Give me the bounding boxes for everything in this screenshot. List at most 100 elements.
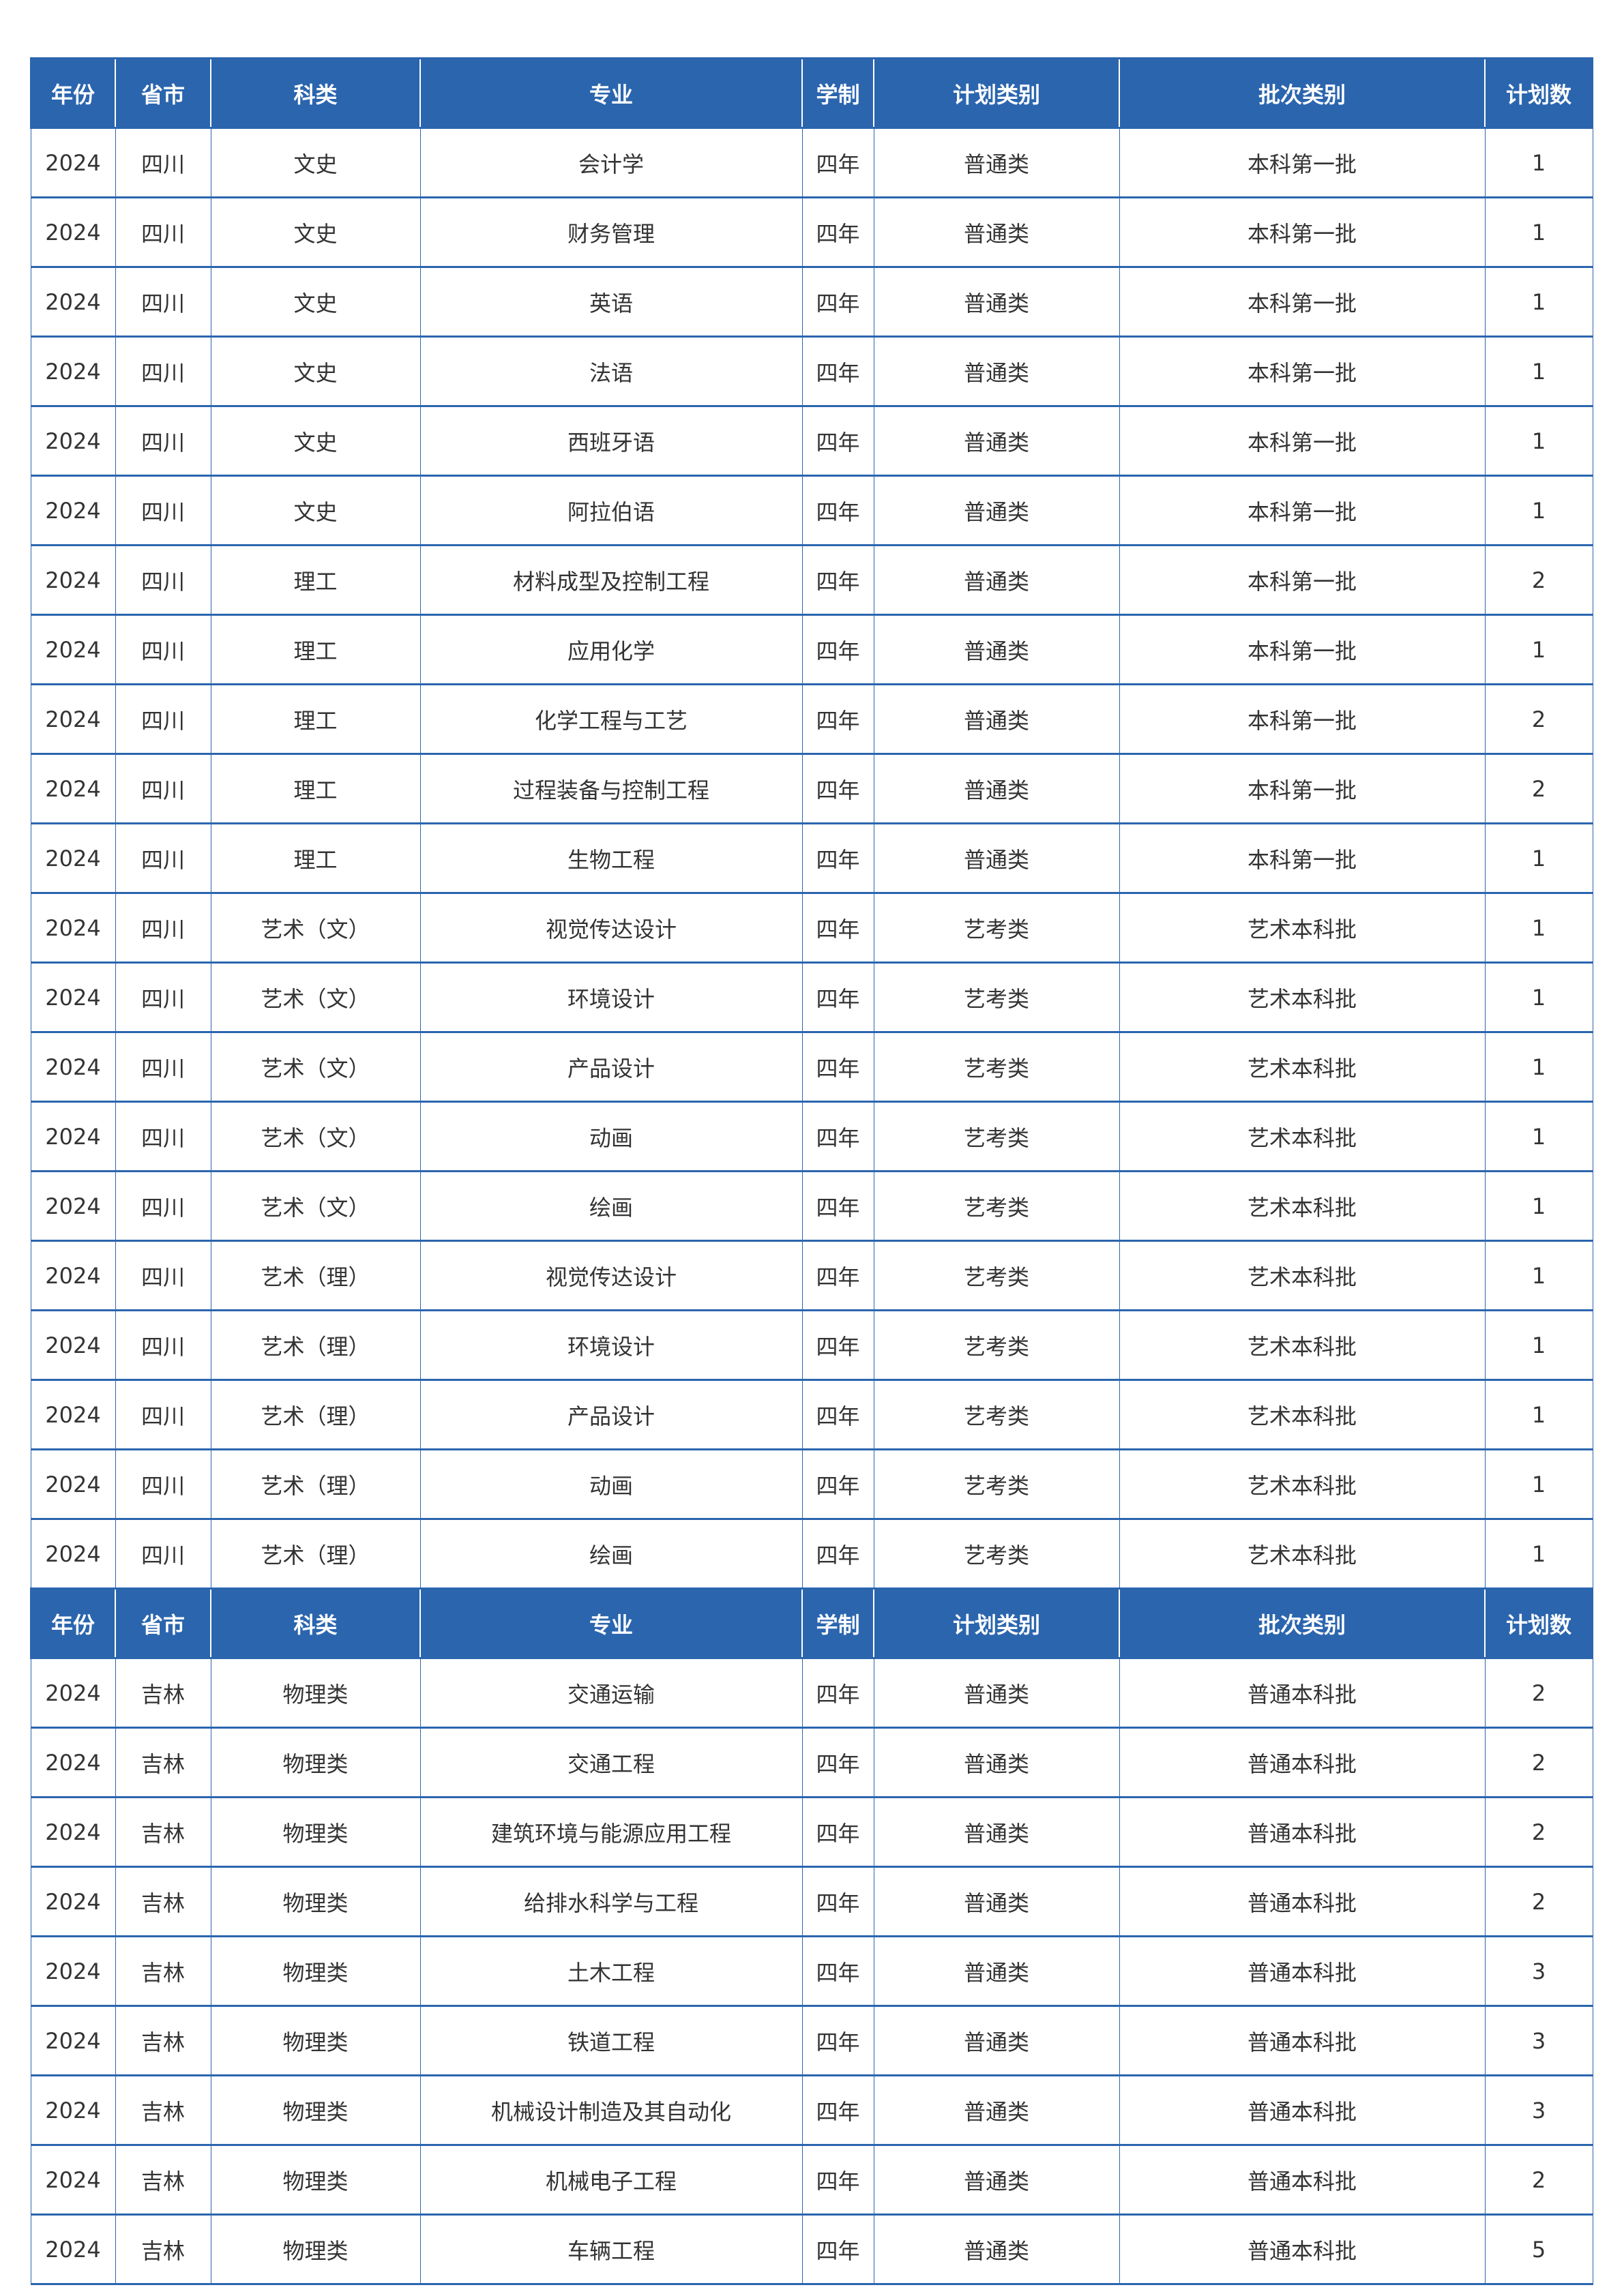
table-row: 2024 四川 文史 西班牙语 四年 普通类 本科第一批 1 [30,405,1593,477]
cell-province: 四川 [115,822,211,894]
cell-subject-category: 艺术（文） [210,1101,421,1172]
cell-year: 2024 [30,683,116,755]
cell-major: 应用化学 [419,614,803,685]
cell-plan-count: 2 [1484,753,1593,824]
cell-province: 吉林 [115,1935,211,2007]
cell-subject-category: 艺术（理） [210,1448,421,1520]
cell-plan-count: 3 [1484,2074,1593,2146]
table-row: 2024 四川 艺术（理） 动画 四年 艺考类 艺术本科批 1 [30,1448,1593,1520]
cell-year: 2024 [30,475,116,546]
cell-major: 过程装备与控制工程 [419,753,803,824]
cell-duration: 四年 [801,196,874,268]
table-row: 2024 吉林 物理类 给排水科学与工程 四年 普通类 普通本科批 2 [30,1866,1593,1937]
column-header-subject-category: 科类 [210,57,421,129]
column-header-plan-type: 计划类别 [873,1587,1120,1659]
cell-major: 环境设计 [419,961,803,1033]
table-row: 2024 吉林 物理类 机械设计制造及其自动化 四年 普通类 普通本科批 3 [30,2074,1593,2146]
cell-year: 2024 [30,336,116,407]
cell-batch-type: 本科第一批 [1119,614,1486,685]
cell-year: 2024 [30,1448,116,1520]
table-row: 2024 吉林 物理类 铁道工程 四年 普通类 普通本科批 3 [30,2005,1593,2076]
cell-batch-type: 本科第一批 [1119,753,1486,824]
cell-duration: 四年 [801,961,874,1033]
cell-major: 环境设计 [419,1309,803,1381]
cell-major: 铁道工程 [419,2005,803,2076]
cell-province: 四川 [115,1379,211,1450]
cell-duration: 四年 [801,127,874,198]
cell-duration: 四年 [801,892,874,964]
cell-province: 四川 [115,266,211,338]
cell-plan-count: 1 [1484,614,1593,685]
cell-plan-count: 2 [1484,2144,1593,2216]
cell-year: 2024 [30,753,116,824]
cell-province: 吉林 [115,1866,211,1937]
cell-batch-type: 本科第一批 [1119,266,1486,338]
cell-subject-category: 艺术（文） [210,1170,421,1242]
table-row: 2024 四川 理工 应用化学 四年 普通类 本科第一批 1 [30,614,1593,685]
cell-plan-type: 艺考类 [873,1518,1120,1590]
cell-duration: 四年 [801,2005,874,2076]
cell-major: 车辆工程 [419,2213,803,2285]
cell-plan-type: 普通类 [873,1657,1120,1729]
cell-year: 2024 [30,405,116,477]
table-header-row: 年份 省市 科类 专业 学制 计划类别 批次类别 计划数 [30,1587,1593,1659]
table-row: 2024 四川 理工 生物工程 四年 普通类 本科第一批 1 [30,822,1593,894]
cell-batch-type: 本科第一批 [1119,127,1486,198]
cell-plan-count: 1 [1484,1240,1593,1311]
cell-duration: 四年 [801,1379,874,1450]
cell-batch-type: 普通本科批 [1119,2144,1486,2216]
cell-major: 产品设计 [419,1031,803,1103]
cell-plan-type: 普通类 [873,2144,1120,2216]
cell-province: 四川 [115,1240,211,1311]
cell-year: 2024 [30,2144,116,2216]
cell-plan-count: 3 [1484,1935,1593,2007]
cell-plan-count: 1 [1484,961,1593,1033]
cell-year: 2024 [30,266,116,338]
cell-plan-count: 2 [1484,1727,1593,1798]
cell-batch-type: 本科第一批 [1119,405,1486,477]
cell-subject-category: 理工 [210,683,421,755]
cell-batch-type: 艺术本科批 [1119,961,1486,1033]
table-row: 2024 吉林 物理类 建筑环境与能源应用工程 四年 普通类 普通本科批 2 [30,1796,1593,1868]
cell-duration: 四年 [801,544,874,616]
cell-duration: 四年 [801,1866,874,1937]
cell-province: 四川 [115,196,211,268]
cell-duration: 四年 [801,2144,874,2216]
table-row: 2024 四川 理工 材料成型及控制工程 四年 普通类 本科第一批 2 [30,544,1593,616]
cell-batch-type: 普通本科批 [1119,1657,1486,1729]
cell-plan-type: 艺考类 [873,1240,1120,1311]
cell-duration: 四年 [801,1448,874,1520]
cell-plan-count: 1 [1484,336,1593,407]
cell-year: 2024 [30,2213,116,2285]
cell-plan-count: 1 [1484,892,1593,964]
cell-plan-type: 普通类 [873,1796,1120,1868]
cell-duration: 四年 [801,1935,874,2007]
cell-batch-type: 艺术本科批 [1119,1518,1486,1590]
cell-province: 四川 [115,405,211,477]
cell-major: 产品设计 [419,1379,803,1450]
cell-major: 土木工程 [419,1935,803,2007]
cell-province: 四川 [115,1031,211,1103]
cell-duration: 四年 [801,475,874,546]
table-row: 2024 四川 文史 法语 四年 普通类 本科第一批 1 [30,336,1593,407]
table-row: 2024 四川 艺术（理） 视觉传达设计 四年 艺考类 艺术本科批 1 [30,1240,1593,1311]
cell-plan-count: 2 [1484,1866,1593,1937]
column-header-province: 省市 [115,57,211,129]
cell-batch-type: 艺术本科批 [1119,1379,1486,1450]
column-header-subject-category: 科类 [210,1587,421,1659]
cell-province: 四川 [115,683,211,755]
cell-batch-type: 普通本科批 [1119,1796,1486,1868]
cell-province: 吉林 [115,1657,211,1729]
cell-plan-type: 普通类 [873,196,1120,268]
column-header-batch-type: 批次类别 [1119,1587,1486,1659]
cell-year: 2024 [30,1935,116,2007]
table-row: 2024 四川 文史 会计学 四年 普通类 本科第一批 1 [30,127,1593,198]
table-row: 2024 四川 艺术（文） 动画 四年 艺考类 艺术本科批 1 [30,1101,1593,1172]
cell-year: 2024 [30,196,116,268]
cell-year: 2024 [30,1170,116,1242]
table-row: 2024 四川 艺术（理） 产品设计 四年 艺考类 艺术本科批 1 [30,1379,1593,1450]
cell-plan-count: 1 [1484,1448,1593,1520]
cell-plan-type: 普通类 [873,336,1120,407]
cell-province: 四川 [115,1170,211,1242]
cell-subject-category: 理工 [210,614,421,685]
